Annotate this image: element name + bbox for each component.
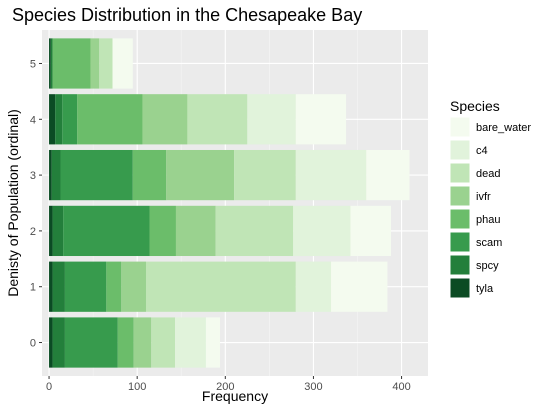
y-tick-label: 3 bbox=[30, 170, 36, 182]
legend-label-bare_water: bare_water bbox=[476, 122, 531, 134]
y-axis-title: Denisty of Population (ordinal) bbox=[5, 109, 21, 297]
legend-key-c4 bbox=[449, 139, 471, 161]
bar-spcy-1 bbox=[52, 261, 65, 312]
legend-label-scam: scam bbox=[476, 237, 502, 249]
bar-tyla-2 bbox=[49, 205, 53, 257]
bar-ivfr-5 bbox=[90, 38, 100, 89]
bar-dead-5 bbox=[99, 38, 113, 89]
y-tick-label: 1 bbox=[30, 282, 36, 294]
bar-scam-0 bbox=[64, 317, 118, 368]
chart-title: Species Distribution in the Chesapeake B… bbox=[12, 5, 362, 25]
bar-dead-3 bbox=[234, 149, 296, 201]
x-axis-title: Frequency bbox=[202, 388, 268, 404]
bar-tyla-0 bbox=[49, 317, 53, 368]
bar-phau-1 bbox=[106, 261, 122, 312]
bar-c4-0 bbox=[175, 317, 206, 368]
bar-spcy-0 bbox=[52, 317, 65, 368]
bar-phau-3 bbox=[132, 149, 167, 201]
x-axis-ticks: 0 100 200 300 400 bbox=[46, 376, 411, 393]
bar-phau-0 bbox=[117, 317, 134, 368]
bar-phau-5 bbox=[52, 38, 91, 89]
x-tick-label: 100 bbox=[128, 381, 146, 393]
x-tick-label: 0 bbox=[46, 381, 52, 393]
legend: Species bare_water c4 dead ivfr phau scam spcy… bbox=[449, 98, 531, 299]
legend-key-ivfr bbox=[449, 185, 471, 207]
legend-label-ivfr: ivfr bbox=[476, 191, 491, 203]
bar-tyla-4 bbox=[49, 94, 56, 145]
legend-label-c4: c4 bbox=[476, 145, 488, 157]
legend-key-scam bbox=[449, 231, 471, 253]
bar-ivfr-0 bbox=[133, 317, 152, 368]
bar-spcy-5 bbox=[50, 38, 53, 89]
y-tick-label: 4 bbox=[30, 114, 36, 126]
legend-key-bare_water bbox=[449, 116, 471, 138]
legend-key-spcy bbox=[449, 254, 471, 276]
bar-ivfr-4 bbox=[142, 94, 188, 145]
bar-bare_water-2 bbox=[350, 205, 391, 257]
bar-scam-1 bbox=[64, 261, 107, 312]
legend-key-phau bbox=[449, 208, 471, 230]
legend-key-tyla bbox=[449, 277, 471, 299]
legend-label-dead: dead bbox=[476, 168, 500, 180]
bar-scam-2 bbox=[63, 205, 150, 257]
bar-scam-3 bbox=[60, 149, 133, 201]
bar-spcy-3 bbox=[51, 149, 61, 201]
bar-tyla-5 bbox=[49, 38, 51, 89]
x-tick-label: 200 bbox=[216, 381, 234, 393]
bar-spcy-2 bbox=[52, 205, 64, 257]
legend-label-spcy: spcy bbox=[476, 260, 499, 272]
y-tick-label: 0 bbox=[30, 338, 36, 350]
x-tick-label: 400 bbox=[392, 381, 410, 393]
bar-bare_water-1 bbox=[331, 261, 388, 312]
bar-scam-4 bbox=[62, 94, 78, 145]
bar-dead-4 bbox=[187, 94, 248, 145]
y-axis-ticks: 0 1 2 3 4 5 bbox=[30, 58, 42, 350]
legend-label-tyla: tyla bbox=[476, 283, 494, 295]
bar-ivfr-3 bbox=[166, 149, 235, 201]
bar-bare_water-5 bbox=[112, 38, 133, 89]
bar-phau-4 bbox=[77, 94, 143, 145]
bar-spcy-4 bbox=[55, 94, 63, 145]
bars bbox=[49, 38, 410, 368]
y-tick-label: 2 bbox=[30, 226, 36, 238]
bar-phau-2 bbox=[149, 205, 176, 257]
x-tick-label: 300 bbox=[304, 381, 322, 393]
legend-label-phau: phau bbox=[476, 214, 500, 226]
bar-dead-0 bbox=[151, 317, 176, 368]
bar-tyla-1 bbox=[49, 261, 53, 312]
legend-key-dead bbox=[449, 162, 471, 184]
y-tick-label: 5 bbox=[30, 58, 36, 70]
bar-c4-2 bbox=[293, 205, 351, 257]
bar-c4-3 bbox=[295, 149, 367, 201]
bar-bare_water-4 bbox=[295, 94, 347, 145]
bar-ivfr-1 bbox=[121, 261, 146, 312]
bar-dead-2 bbox=[215, 205, 294, 257]
bar-ivfr-2 bbox=[175, 205, 216, 257]
bar-bare_water-3 bbox=[366, 149, 410, 201]
bar-bare_water-0 bbox=[205, 317, 221, 368]
bar-c4-4 bbox=[247, 94, 296, 145]
bar-tyla-3 bbox=[49, 149, 52, 201]
bar-dead-1 bbox=[145, 261, 296, 312]
legend-title: Species bbox=[450, 98, 500, 114]
bar-c4-1 bbox=[295, 261, 332, 312]
